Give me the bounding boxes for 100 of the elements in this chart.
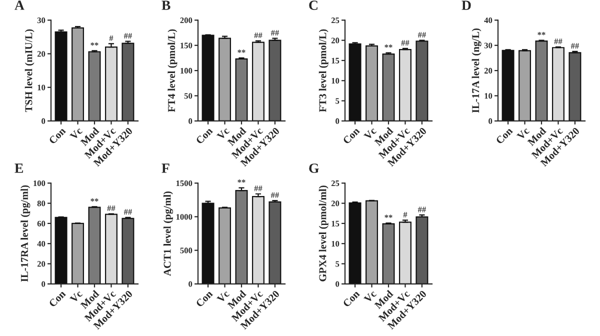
chart-title: A [14,0,24,10]
bar [72,222,84,284]
bar [122,42,134,121]
annotation: ## [254,186,262,192]
x-tick-label: Con [196,290,214,308]
y-tick-label: 0 [188,118,192,124]
bar [235,58,248,121]
bar [54,31,68,121]
bar [202,202,214,284]
x-tick-label: Con [196,126,214,144]
y-tick-label: 60 [37,220,46,226]
bar [88,51,101,121]
y-tick-label: 10 [38,84,46,90]
y-tick-label: 0 [42,281,46,287]
y-axis-title: TSH level (mIU/L) [24,29,34,112]
bar [218,207,232,284]
bar [518,50,532,121]
y-tick-label: 1000 [176,214,192,220]
y-tick-label: 30 [37,18,46,24]
annotation: ** [238,50,246,53]
chart-title: D [462,0,471,10]
y-axis-title: IL-17A level (ng/L) [472,28,482,113]
x-tick-label: Con [48,290,66,308]
x-tick-label: Con [342,126,360,144]
annotation: ## [401,40,410,46]
y-tick-label: 20 [331,38,340,44]
annotation: ** [384,214,392,218]
annotation: ## [418,32,426,38]
x-tick-label: Vc [216,290,230,304]
bar [104,214,118,284]
bar [72,27,84,121]
y-tick-label: 0 [488,118,492,124]
y-tick-label: 30 [484,42,492,48]
bar [416,216,428,284]
chart-title: G [309,164,319,173]
y-tick-label: 5 [336,261,340,267]
y-tick-label: 20 [484,68,492,74]
bar [122,218,134,284]
annotation: ## [124,33,132,39]
x-tick-label: Con [48,126,66,144]
annotation: ## [254,32,262,38]
bar [366,45,378,121]
annotation: ** [384,44,392,48]
bar [502,50,514,121]
x-tick-label: Con [496,126,514,144]
y-tick-label: 0 [336,281,340,287]
bar [348,202,362,284]
y-tick-label: 20 [37,261,46,267]
bar [398,49,412,121]
y-tick-label: 10 [484,93,492,99]
y-tick-label: 80 [37,200,46,206]
bar [398,222,412,284]
y-tick-label: 200 [180,18,192,24]
y-tick-label: 1500 [176,180,192,186]
annotation: ## [554,38,562,44]
annotation: ** [90,42,98,46]
annotation: ## [570,43,580,49]
chart-title: B [162,0,170,10]
y-axis-title: FT4 level (pmol/L) [168,29,178,112]
annotation: ## [418,206,426,212]
y-tick-label: 5 [336,98,340,104]
bar [268,201,282,284]
y-tick-label: 10 [332,78,340,84]
x-tick-label: Vc [70,290,83,304]
bar [88,206,101,284]
annotation: # [403,212,408,218]
bar [252,42,264,121]
y-tick-label: 0 [336,118,340,124]
x-tick-label: Vc [216,126,230,140]
y-tick-label: 40 [484,18,492,24]
bar [104,46,118,121]
annotation: ** [538,32,546,36]
y-tick-label: 0 [42,118,46,124]
bar [382,53,395,121]
chart-title: E [14,164,24,173]
y-axis-title: IL-17RA level (pg/ml) [20,185,30,282]
bar [348,43,362,121]
x-tick-label: Vc [516,126,530,140]
bar [268,40,282,121]
bar [552,47,564,121]
y-tick-label: 15 [332,220,340,226]
bar [416,40,428,121]
y-tick-label: 20 [331,200,340,206]
bar [54,216,68,284]
y-tick-label: 20 [37,51,46,57]
y-tick-label: 0 [188,281,192,287]
bar [382,223,395,284]
bar [252,196,264,284]
y-axis-title: GPX4 level (pmol/ml) [318,186,328,282]
annotation: ** [90,198,98,202]
bar [568,52,582,121]
annotation: # [109,35,114,41]
y-tick-label: 500 [180,248,192,254]
bar [366,200,378,284]
x-tick-label: Con [342,290,360,308]
y-tick-label: 50 [184,93,192,99]
y-tick-label: 25 [331,180,340,186]
y-axis-title: ACT1 level (pg/ml) [163,191,173,276]
x-tick-label: Vc [70,126,83,140]
annotation: ## [107,206,116,211]
